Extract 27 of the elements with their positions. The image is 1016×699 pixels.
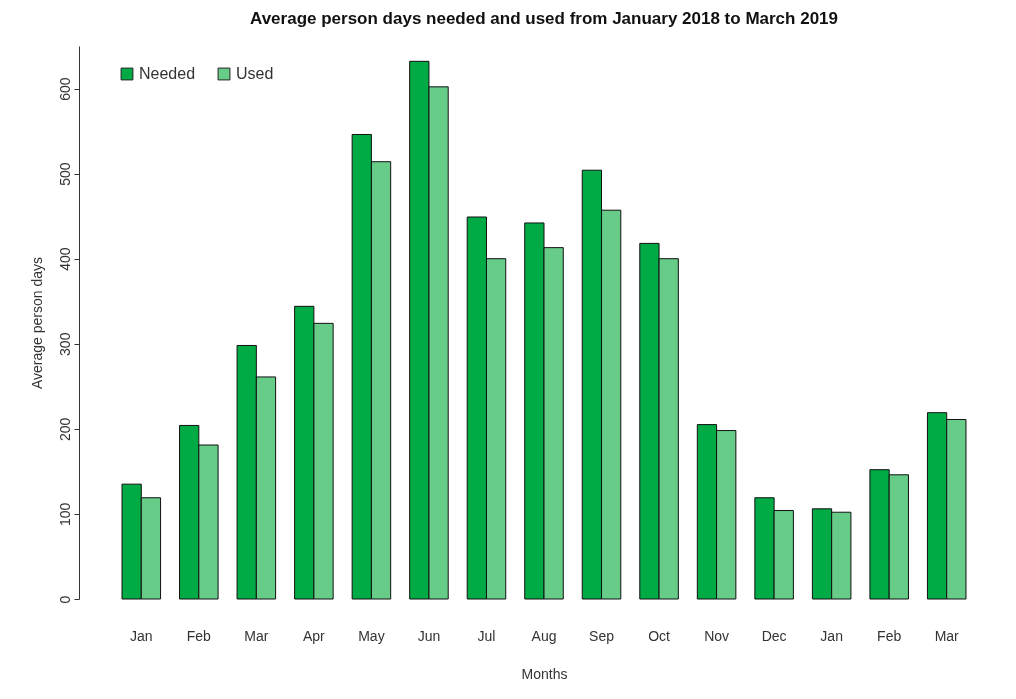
y-tick-label: 100 — [56, 502, 73, 527]
x-tick-label: Aug — [531, 627, 557, 644]
legend-label: Used — [236, 65, 274, 82]
y-axis-title: Average person days — [28, 256, 45, 390]
x-tick-label: Dec — [761, 627, 787, 644]
x-tick-label: Mar — [244, 627, 269, 644]
x-axis-title: Months — [521, 665, 568, 682]
x-tick-label: Jan — [820, 627, 843, 644]
x-tick-label: Jan — [130, 627, 153, 644]
y-tick-label: 300 — [56, 332, 73, 356]
y-tick-label: 0 — [56, 595, 73, 604]
x-tick-label: Jul — [477, 627, 496, 644]
x-tick-label: Apr — [302, 627, 326, 644]
legend-label: Needed — [139, 65, 196, 82]
x-tick-label: Jun — [417, 627, 441, 644]
x-tick-label: May — [358, 627, 385, 644]
x-tick-label: Feb — [186, 627, 212, 644]
x-tick-label: Feb — [877, 627, 902, 644]
x-tick-label: Sep — [589, 627, 615, 644]
x-tick-label: Mar — [934, 627, 960, 644]
y-tick-label: 600 — [56, 77, 73, 101]
x-tick-label: Oct — [648, 627, 671, 644]
y-tick-label: 500 — [56, 162, 73, 186]
y-tick-label: 200 — [56, 417, 73, 442]
chart-title: Average person days needed and used from January 2018 to March 2019 — [250, 9, 838, 28]
y-tick-label: 400 — [56, 247, 73, 271]
x-tick-label: Nov — [704, 627, 730, 644]
